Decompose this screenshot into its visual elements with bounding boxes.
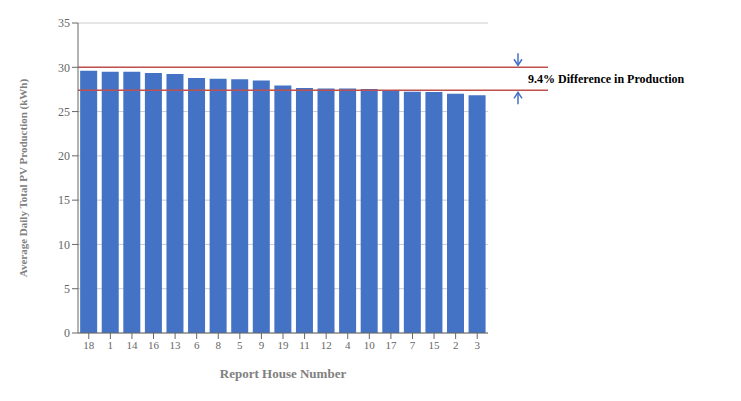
svg-text:11: 11	[299, 339, 310, 351]
svg-text:30: 30	[58, 61, 70, 75]
svg-text:6: 6	[194, 339, 200, 351]
svg-text:10: 10	[58, 238, 70, 252]
svg-text:19: 19	[278, 339, 290, 351]
svg-text:1: 1	[108, 339, 114, 351]
svg-text:13: 13	[170, 339, 182, 351]
svg-text:35: 35	[58, 16, 70, 30]
svg-text:3: 3	[474, 339, 480, 351]
svg-text:12: 12	[321, 339, 332, 351]
svg-text:5: 5	[64, 282, 70, 296]
svg-text:10: 10	[364, 339, 376, 351]
svg-text:17: 17	[385, 339, 397, 351]
svg-text:25: 25	[58, 105, 70, 119]
svg-text:20: 20	[58, 149, 70, 163]
svg-text:0: 0	[64, 326, 70, 340]
svg-text:2: 2	[453, 339, 459, 351]
svg-text:8: 8	[216, 339, 222, 351]
svg-text:7: 7	[410, 339, 416, 351]
svg-text:15: 15	[58, 193, 70, 207]
svg-text:Average Daily Total PV Product: Average Daily Total PV Production (kWh)	[17, 79, 30, 278]
svg-text:5: 5	[237, 339, 243, 351]
svg-text:16: 16	[148, 339, 160, 351]
svg-text:9.4% Difference in Production: 9.4% Difference in Production	[528, 72, 685, 86]
svg-text:14: 14	[126, 339, 138, 351]
svg-text:18: 18	[83, 339, 95, 351]
svg-text:9: 9	[259, 339, 265, 351]
svg-text:4: 4	[345, 339, 351, 351]
svg-text:Report House Number: Report House Number	[220, 366, 347, 381]
svg-text:15: 15	[429, 339, 441, 351]
